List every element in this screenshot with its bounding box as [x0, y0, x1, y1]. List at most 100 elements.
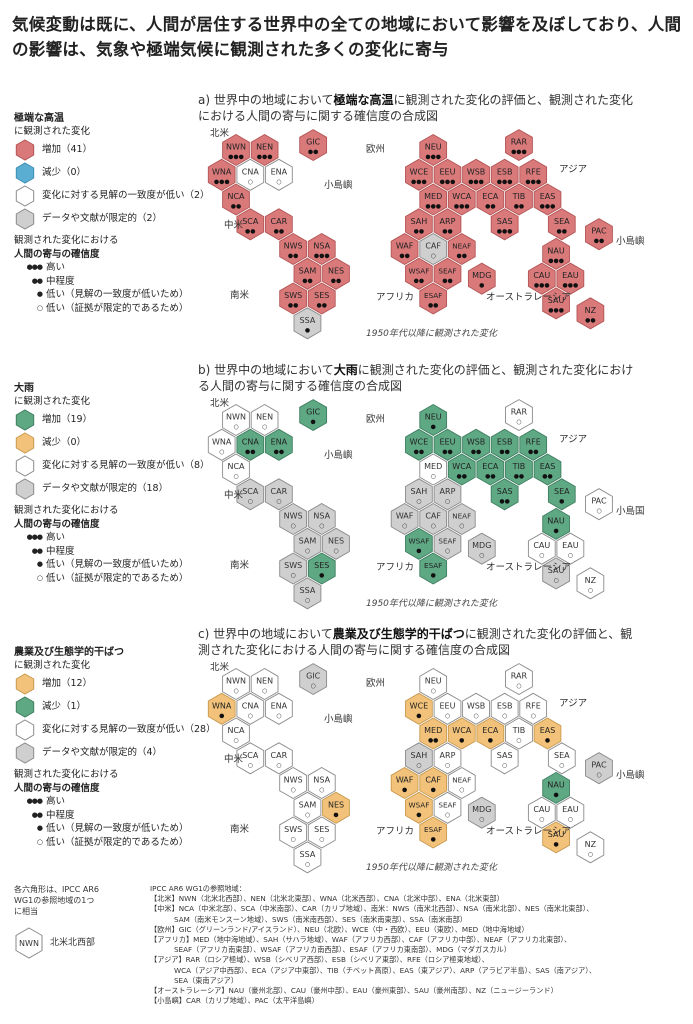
conf-heading-2: 人間の寄与の確信度	[14, 782, 100, 794]
region-code: SEA	[554, 217, 570, 226]
confidence-dots: ●	[559, 498, 564, 505]
region-code: WCE	[410, 167, 429, 176]
legend-b: 大雨 に観測された変化 増加（19） 減少（0） 変化に対する見解の一致度が低い（8…	[14, 382, 219, 585]
region-code: EEU	[439, 437, 455, 446]
confidence-dots: ●	[431, 572, 436, 579]
confidence-dots: ○	[516, 683, 521, 690]
region-hex-ssa: SSA ●	[293, 307, 322, 340]
region-hex-wsb: WSB ●●●	[462, 158, 490, 191]
region-hex-arp: ARP ●●	[433, 208, 462, 241]
region-hex-nsa: NSA ○	[307, 502, 336, 536]
region-hex-car: CAR ●●	[264, 208, 293, 241]
region-hex-ses: SES ●	[307, 552, 336, 585]
region-code: MDG	[472, 541, 491, 550]
confidence-dots: ●●	[514, 473, 524, 480]
region-code: NZ	[585, 306, 597, 315]
region-code: NES	[328, 800, 344, 809]
region-hex-wsb: WSB ●●	[462, 428, 490, 461]
hex-grid: NWN●●●NEN●●●GIC●●WNA●●●CNA○ENA○NCA●●SCA●…	[207, 127, 645, 340]
conf-item: ●●● 高い	[26, 262, 66, 273]
confidence-dots: ○	[248, 712, 253, 719]
confidence-dots: ○	[445, 762, 450, 769]
period-note: 1950年代以降に観測された変化	[366, 862, 498, 873]
confidence-dots: ○	[568, 552, 573, 559]
region-hex-tib: TIB ●●	[505, 453, 533, 486]
period-note: 1950年代以降に観測された変化	[366, 328, 498, 339]
region-code: SEAF	[438, 266, 456, 275]
region-hex-rar: RAR ○	[505, 663, 533, 696]
svg-text:NWN: NWN	[19, 939, 39, 948]
legend-item-lim: データや文献が限定的（18）	[14, 477, 219, 500]
region-hex-eeu: EEU ○	[433, 692, 462, 725]
region-hex-wna: WNA ●●●	[207, 158, 236, 191]
confidence-dots: ○	[248, 178, 253, 185]
confidence-dots: ●●	[428, 302, 438, 309]
region-hex-esb: ESB ●●●	[490, 158, 519, 191]
region-code: NEAF	[452, 776, 471, 785]
region-hex-neaf: NEAF ●●	[447, 232, 476, 266]
region-hex-nz: NZ ●●	[576, 297, 605, 330]
confidence-dots: ○	[276, 712, 281, 719]
region-code: SSA	[300, 586, 316, 595]
legend-hex-icon	[15, 718, 35, 741]
region-code: NEAF	[452, 242, 471, 251]
region-hex-sea: SEA ●	[547, 478, 576, 511]
region-hex-nau: NAU ●	[542, 507, 570, 540]
region-code: SEA	[554, 751, 570, 760]
region-hex-med: MED ●●	[419, 717, 448, 750]
confidence-dots: ●●	[442, 228, 452, 235]
region-code: NSA	[313, 776, 330, 785]
region-hex-nau: NAU ●●●	[542, 237, 570, 270]
region-hex-eas: EAS ●●	[533, 453, 562, 486]
footer-left: 各六角形は、IPCC AR6 WG1の参照地域の1つ に相当 NWN 北米北西部	[14, 884, 99, 959]
region-hex-sca: SCA ○	[236, 478, 265, 511]
region-code: NEU	[425, 413, 442, 422]
region-hex-nws: NWS ●●	[279, 232, 308, 266]
region-hex-neu: NEU ●●●	[419, 133, 448, 167]
region-group-label-central_america: 中米	[224, 219, 244, 231]
region-code: WSB	[467, 437, 485, 446]
confidence-dots: ●●●	[228, 154, 244, 161]
region-hex-ses: SES ○	[307, 816, 336, 849]
confidence-dots: ●	[333, 811, 338, 818]
legend-hex-icon	[15, 138, 35, 161]
region-hex-nau: NAU ●	[542, 771, 570, 804]
region-group-label-africa: アフリカ	[376, 562, 414, 573]
region-code: WSB	[467, 167, 485, 176]
region-hex-ssa: SSA ○	[293, 577, 322, 610]
confidence-dots: ●●	[414, 277, 424, 284]
region-group-label-asia: アジア	[559, 434, 587, 445]
region-code: EAS	[540, 462, 556, 471]
region-code: CAU	[533, 271, 550, 280]
region-code: EAU	[562, 541, 579, 550]
region-code: RFE	[526, 701, 541, 710]
confidence-dots: ○	[276, 178, 281, 185]
region-code: SEA	[554, 487, 570, 496]
region-code: ESB	[497, 437, 513, 446]
region-hex-mdg: MDG ○	[467, 796, 496, 829]
confidence-dots: ○	[445, 547, 450, 554]
hex-map-b: NWN ○ NEN ○ GIC ● WNA ○ CNA ●● ENA ●● NCA ○ SCA ○ CAR ○ NW…	[196, 397, 666, 617]
confidence-dots: ○	[291, 572, 296, 579]
region-group-label-south_america: 南米	[230, 823, 250, 835]
region-hex-med: MED ●●●	[419, 183, 448, 216]
region-code: PAC	[591, 497, 607, 506]
legend-title: 農業及び生態学的干ばつ	[14, 647, 124, 658]
region-hex-sau: SAU ○	[542, 557, 570, 590]
region-code: NES	[328, 266, 344, 275]
region-hex-sam: SAM ○	[293, 791, 322, 824]
confidence-dots: ●●	[428, 737, 438, 744]
region-code: CAR	[271, 487, 288, 496]
region-code: SAM	[299, 266, 317, 275]
region-code: SES	[314, 561, 329, 570]
region-code: NWS	[284, 776, 303, 785]
region-hex-nwn: NWN ●●●	[222, 133, 250, 167]
region-hex-nsa: NSA ○	[307, 766, 336, 800]
region-hex-sah: SAH ○	[405, 742, 433, 775]
region-hex-caf: CAF ●	[419, 766, 448, 800]
confidence-dots: ○	[539, 816, 544, 823]
hex-grid: NWN○NEN○GIC○WNA●CNA○ENA○NCA○SCA○CAR○NWS○…	[207, 661, 645, 874]
legend-item-low: 変化に対する見解の一致度が低い（8）	[14, 454, 219, 477]
confidence-dots: ●●	[585, 317, 595, 324]
region-code: SAH	[411, 217, 428, 226]
